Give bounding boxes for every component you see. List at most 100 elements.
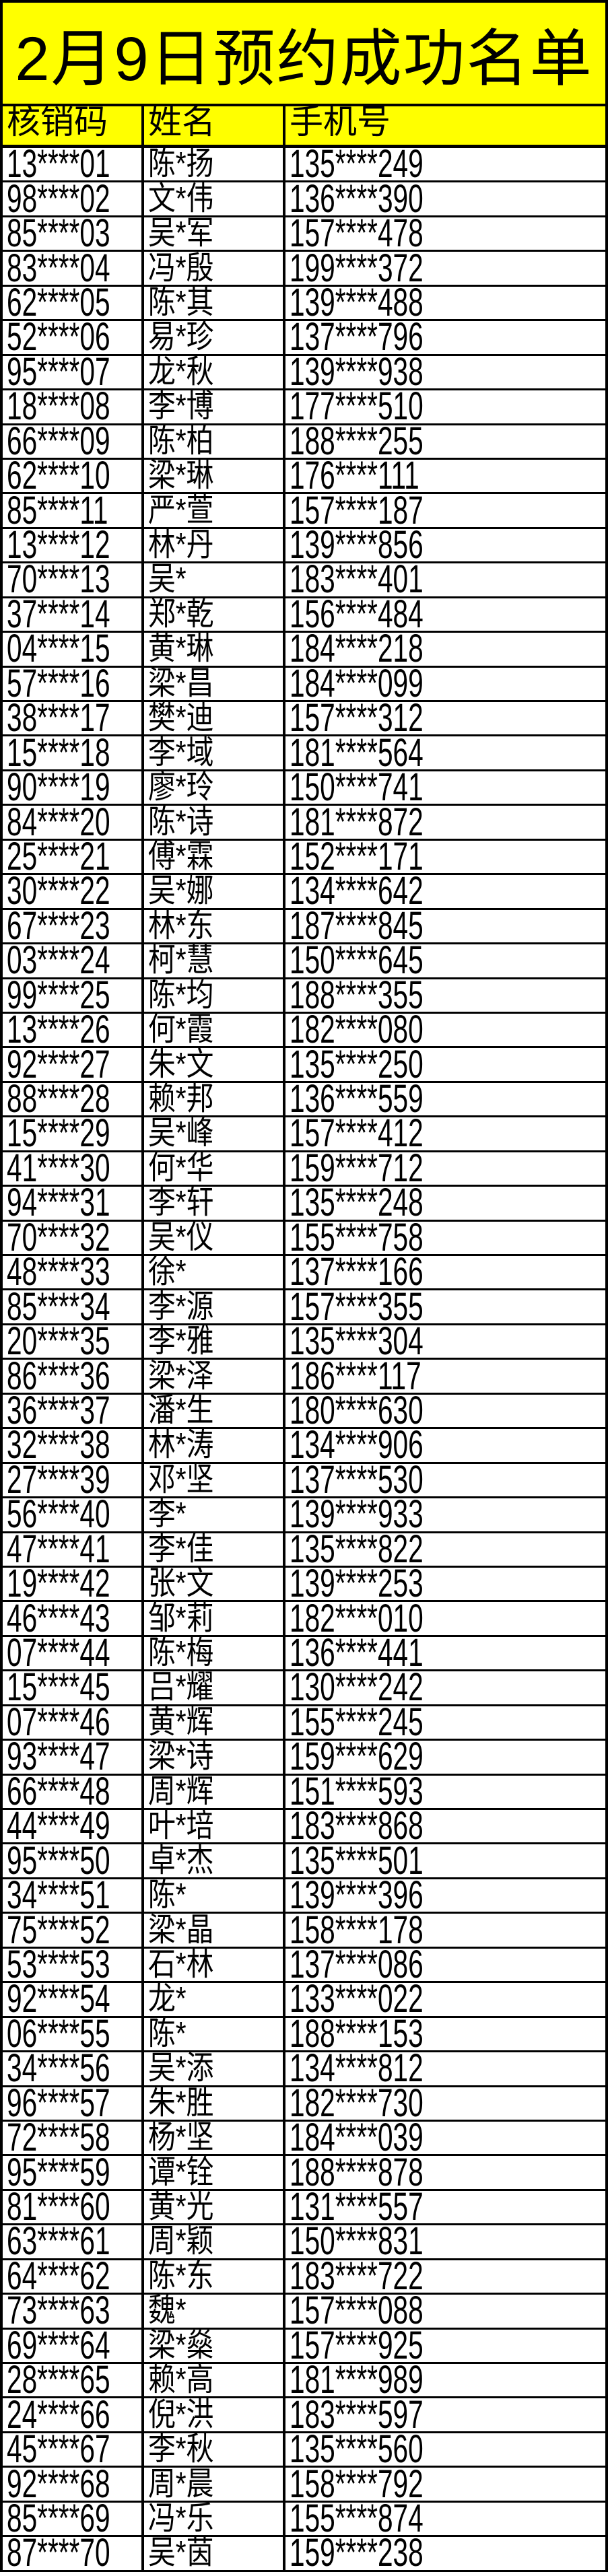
phone-cell: 184****039	[285, 2118, 605, 2157]
name-text: 陈*均	[148, 977, 214, 1013]
phone-cell: 150****645	[285, 941, 605, 980]
phone-text: 187****845	[290, 903, 424, 948]
table-row: 15****18 李*域 181****564	[3, 733, 605, 772]
phone-cell: 137****086	[285, 1945, 605, 1984]
verification-code-cell: 69****64	[3, 2326, 144, 2365]
verification-code-cell: 34****56	[3, 2049, 144, 2088]
phone-cell: 134****812	[285, 2049, 605, 2088]
table-row: 83****04 冯*殷 199****372	[3, 248, 605, 287]
verification-code-text: 69****64	[7, 2323, 110, 2367]
verification-code-cell: 63****61	[3, 2219, 144, 2264]
phone-cell: 182****730	[285, 2083, 605, 2122]
verification-code-text: 46****43	[7, 1596, 110, 1640]
table-row: 75****52 梁*晶 158****178	[3, 1910, 605, 1949]
verification-code-cell: 70****13	[3, 560, 144, 599]
table-row: 15****45 吕*耀 130****242	[3, 1668, 605, 1707]
table-row: 92****27 朱*文 135****250	[3, 1045, 605, 1084]
name-cell: 邓*坚	[144, 1463, 285, 1497]
name-text: 吕*耀	[148, 1669, 214, 1706]
title-banner: 2月9日预约成功名单	[3, 3, 605, 106]
phone-text: 157****187	[290, 488, 424, 532]
phone-cell: 150****831	[285, 2222, 605, 2261]
verification-code-text: 30****22	[7, 869, 110, 913]
verification-code-cell: 53****53	[3, 1945, 144, 1984]
name-cell: 陈*柏	[144, 425, 285, 458]
name-text: 魏*	[148, 2293, 187, 2329]
phone-cell: 137****796	[285, 318, 605, 357]
name-text: 李*轩	[148, 1185, 214, 1221]
verification-code-cell: 86****36	[3, 1356, 144, 1395]
phone-cell: 184****099	[285, 664, 605, 703]
verification-code-cell: 83****04	[3, 248, 144, 287]
verification-code-cell: 99****25	[3, 975, 144, 1014]
verification-code-cell: 15****29	[3, 1111, 144, 1156]
phone-cell: 139****856	[285, 526, 605, 565]
name-cell: 梁*晶	[144, 1912, 285, 1948]
phone-cell: 181****564	[285, 733, 605, 772]
name-text: 柯*慧	[148, 942, 214, 979]
phone-cell: 188****255	[285, 421, 605, 460]
table-header-row: 核销码 姓名 手机号	[3, 103, 605, 148]
name-cell: 冯*殷	[144, 250, 285, 286]
phone-text: 136****390	[290, 176, 424, 221]
verification-code-text: 15****29	[7, 1111, 110, 1156]
name-cell: 李*佳	[144, 1533, 285, 1566]
verification-code-text: 96****57	[7, 2081, 110, 2125]
phone-text: 155****758	[290, 1215, 424, 1259]
phone-text: 136****441	[290, 1631, 424, 1675]
phone-cell: 139****938	[285, 352, 605, 391]
name-text: 冯*殷	[148, 250, 214, 286]
name-cell: 梁*诗	[144, 1741, 285, 1774]
name-cell: 倪*洪	[144, 2398, 285, 2431]
table-row: 98****02 文*伟 136****390	[3, 176, 605, 221]
name-cell: 严*萱	[144, 494, 285, 527]
phone-cell: 152****171	[285, 837, 605, 876]
phone-text: 139****488	[290, 280, 424, 324]
table-body: 13****01 陈*扬 135****249 98****02 文*伟 136****3…	[3, 142, 605, 2573]
table-row: 96****57 朱*胜 182****730	[3, 2081, 605, 2125]
phone-cell: 135****501	[285, 1841, 605, 1880]
phone-cell: 131****557	[285, 2188, 605, 2227]
table-row: 19****42 张*文 139****253	[3, 1564, 605, 1603]
table-row: 57****16 梁*昌 184****099	[3, 664, 605, 703]
name-text: 黄*琳	[148, 631, 214, 667]
table-row: 20****35 李*雅 135****304	[3, 1322, 605, 1361]
verification-code-cell: 36****37	[3, 1391, 144, 1430]
verification-code-cell: 95****59	[3, 2153, 144, 2192]
name-text: 陈*	[148, 2015, 187, 2052]
verification-code-text: 62****05	[7, 280, 110, 324]
phone-text: 131****557	[290, 2185, 424, 2229]
phone-text: 137****086	[290, 1942, 424, 1986]
table-row: 56****40 李* 139****933	[3, 1495, 605, 1534]
phone-text: 181****564	[290, 730, 424, 775]
name-cell: 柯*慧	[144, 944, 285, 977]
name-cell: 黄*琳	[144, 631, 285, 667]
phone-text: 139****396	[290, 1873, 424, 1918]
name-text: 吴*军	[148, 215, 214, 252]
verification-code-text: 13****12	[7, 523, 110, 567]
phone-cell: 133****022	[285, 1980, 605, 2019]
name-cell: 冯*乐	[144, 2502, 285, 2536]
phone-text: 135****249	[290, 142, 424, 186]
verification-code-text: 63****61	[7, 2219, 110, 2264]
name-cell: 梁*泽	[144, 1360, 285, 1393]
name-text: 梁*晶	[148, 1912, 214, 1948]
phone-text: 157****088	[290, 2289, 424, 2333]
name-cell: 林*涛	[144, 1429, 285, 1462]
verification-code-cell: 48****33	[3, 1253, 144, 1292]
table-row: 27****39 邓*坚 137****530	[3, 1460, 605, 1499]
table-row: 34****56 吴*添 134****812	[3, 2049, 605, 2088]
phone-text: 139****856	[290, 523, 424, 567]
verification-code-text: 86****36	[7, 1354, 110, 1398]
name-cell: 郑*乾	[144, 598, 285, 631]
table-row: 88****28 赖*邦 136****559	[3, 1080, 605, 1119]
name-text: 梁*琳	[148, 458, 214, 494]
verification-code-text: 44****49	[7, 1804, 110, 1848]
name-cell: 朱*胜	[144, 2087, 285, 2120]
phone-cell: 134****906	[285, 1426, 605, 1465]
phone-cell: 139****933	[285, 1495, 605, 1534]
table-row: 85****34 李*源 157****355	[3, 1287, 605, 1326]
phone-text: 188****153	[290, 2011, 424, 2056]
phone-text: 182****010	[290, 1596, 424, 1640]
name-cell: 徐*	[144, 1256, 285, 1289]
